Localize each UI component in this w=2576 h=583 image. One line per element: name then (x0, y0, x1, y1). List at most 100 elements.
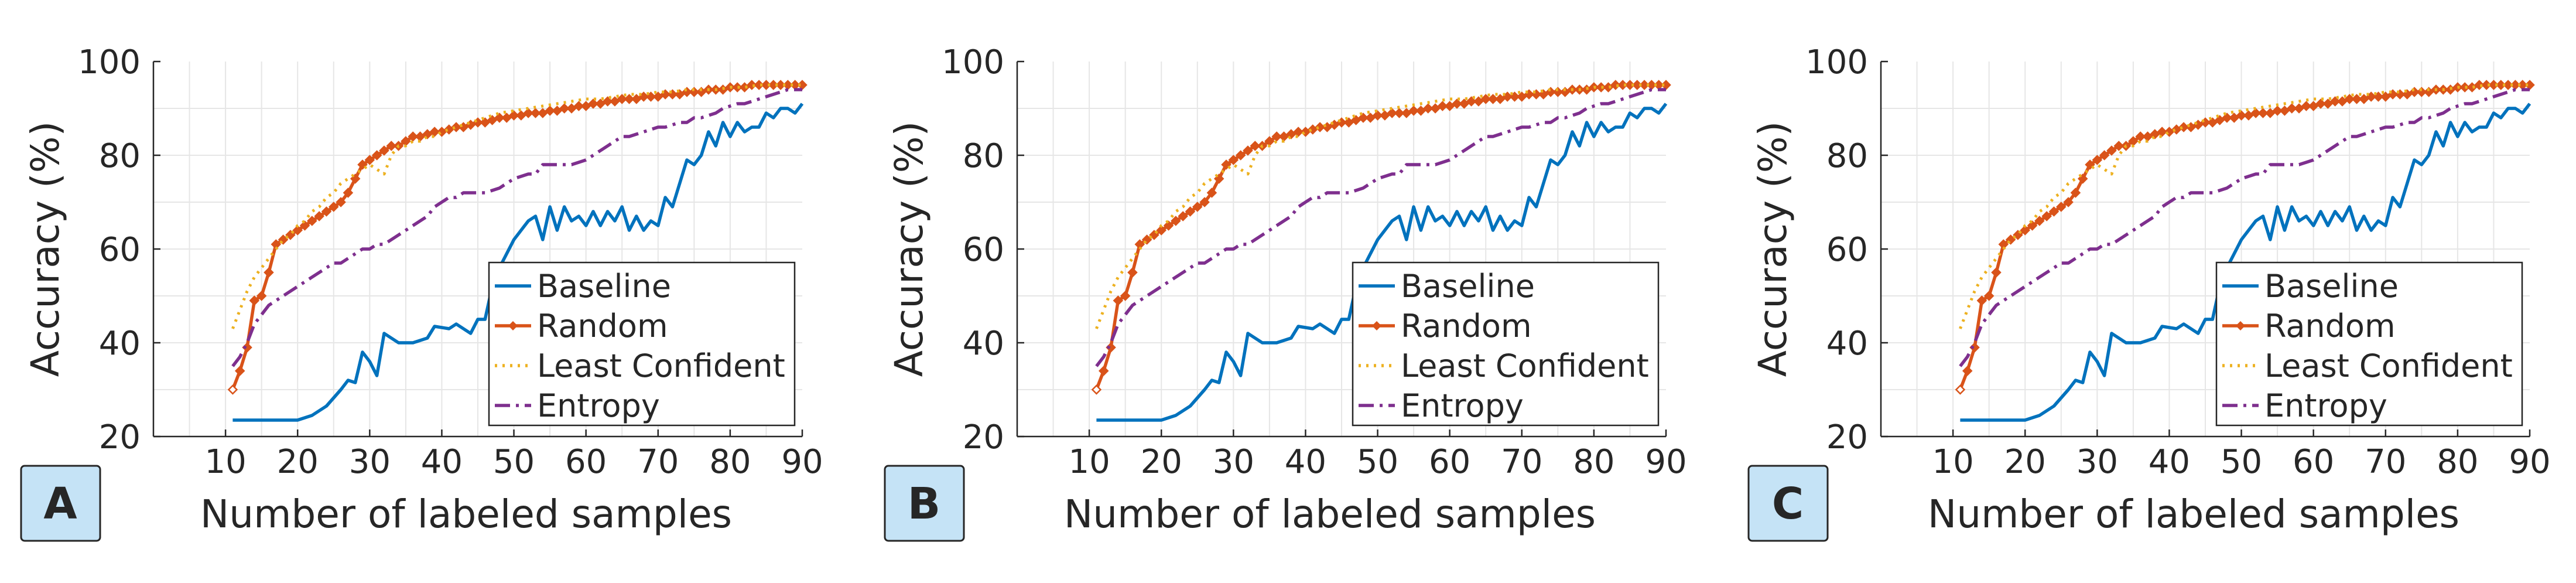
series-point-random (1408, 105, 1419, 116)
series-point-random (530, 108, 541, 118)
y-axis-label: Accuracy (%) (23, 121, 68, 377)
series-point-random (1983, 291, 1995, 301)
series-point-random (552, 105, 563, 116)
legend-label: Entropy (2264, 387, 2387, 424)
series-point-random (379, 145, 389, 156)
series-point-random (2034, 216, 2045, 226)
series-point-random (2106, 145, 2117, 156)
series-point-random (2099, 150, 2110, 161)
series-point-random (1163, 220, 1174, 231)
x-axis-label: Number of labeled samples (1064, 492, 1596, 537)
x-tick-label: 10 (1068, 443, 1110, 481)
series-point-random (1466, 96, 1477, 107)
panel-badge: B (884, 465, 965, 542)
series-point-random (429, 127, 440, 137)
x-tick-label: 60 (2293, 443, 2334, 481)
series-point-random (573, 101, 584, 111)
x-tick-label: 50 (493, 443, 535, 481)
series-point-random (1495, 94, 1506, 104)
series-line-entropy (231, 88, 802, 367)
series-point-random (1517, 91, 1527, 102)
series-point-random (2056, 202, 2067, 212)
legend-label: Baseline (1401, 268, 1535, 305)
y-tick-label: 40 (99, 325, 141, 363)
series-point-random (1358, 112, 1369, 123)
series-point-random (1250, 141, 1261, 151)
series-point-random (653, 91, 663, 102)
series-point-random (588, 98, 598, 109)
series-line-least-confident (231, 83, 802, 329)
series-line-entropy (1095, 88, 1666, 367)
series-point-random (1387, 108, 1397, 118)
x-tick-label: 90 (1645, 443, 1686, 481)
series-point-random (2301, 101, 2312, 111)
series-point-random (364, 155, 375, 165)
series-point-random (234, 366, 245, 376)
series-point-random (2380, 91, 2391, 102)
legend-label: Least Confident (2264, 347, 2513, 384)
series-point-random (617, 94, 627, 104)
series-point-random (1394, 108, 1405, 118)
series-point-random (1962, 366, 1973, 376)
series-point-random (1372, 110, 1383, 121)
series-point-random (2257, 108, 2269, 118)
series-point-random (1293, 127, 1304, 137)
series-point-random (1596, 82, 1606, 93)
series-point-random (1976, 295, 1987, 306)
legend-label: Least Confident (1401, 347, 1649, 384)
series-point-random (1401, 108, 1412, 118)
series-point-random (545, 105, 555, 116)
legend-label: Baseline (537, 268, 671, 305)
x-tick-label: 70 (637, 443, 679, 481)
series-point-random (2286, 103, 2297, 114)
series-point-random (610, 96, 620, 107)
series-point-random (2135, 131, 2146, 142)
series-point-random (264, 267, 274, 278)
series-point-random (1603, 82, 1614, 93)
y-axis-label: Accuracy (%) (1750, 121, 1795, 377)
x-tick-label: 90 (781, 443, 823, 481)
series-point-random (1955, 384, 1966, 395)
series-point-random (2423, 87, 2434, 97)
series-point-random (2236, 110, 2247, 121)
legend-marker (508, 321, 518, 330)
x-axis-label: Number of labeled samples (200, 492, 732, 537)
legend-label: Baseline (2264, 268, 2399, 305)
panel-badge-box (884, 465, 965, 542)
series-point-random (1365, 112, 1376, 123)
series-point-random (538, 108, 548, 118)
x-tick-label: 60 (565, 443, 607, 481)
series-point-random (508, 110, 519, 121)
series-point-random (1120, 291, 1131, 301)
series-point-random (2250, 108, 2261, 118)
x-tick-label: 20 (1141, 443, 1182, 481)
x-tick-label: 70 (2365, 443, 2406, 481)
x-tick-label: 60 (1429, 443, 1470, 481)
series-point-random (2329, 96, 2341, 107)
y-tick-label: 80 (1826, 137, 1868, 175)
series-point-random (386, 141, 397, 151)
series-point-random (1098, 366, 1109, 376)
series-point-random (2322, 98, 2334, 109)
series-line-baseline (1096, 103, 1668, 422)
series-point-random (1380, 110, 1390, 121)
series-point-random (336, 197, 346, 207)
series-point-random (494, 112, 505, 123)
y-tick-label: 40 (963, 325, 1004, 363)
series-point-random (1430, 103, 1441, 114)
chart-panel-c: 10 20 30 40 50 60 70 80 90 20 40 60 80 100 Number of l… (1747, 43, 2551, 542)
x-tick-label: 70 (1501, 443, 1542, 481)
series-point-random (321, 206, 332, 217)
series-line-baseline (232, 103, 804, 422)
series-point-random (2265, 108, 2276, 118)
y-tick-label: 100 (942, 43, 1004, 81)
series-point-random (739, 82, 750, 93)
x-axis-label: Number of labeled samples (1928, 492, 2459, 537)
series-point-random (2157, 127, 2167, 137)
series-point-random (1178, 211, 1188, 221)
legend-box (2215, 261, 2523, 427)
x-tick-label: 30 (349, 443, 391, 481)
series-point-random (329, 202, 339, 212)
x-tick-label: 80 (1573, 443, 1614, 481)
y-tick-label: 20 (963, 418, 1004, 456)
